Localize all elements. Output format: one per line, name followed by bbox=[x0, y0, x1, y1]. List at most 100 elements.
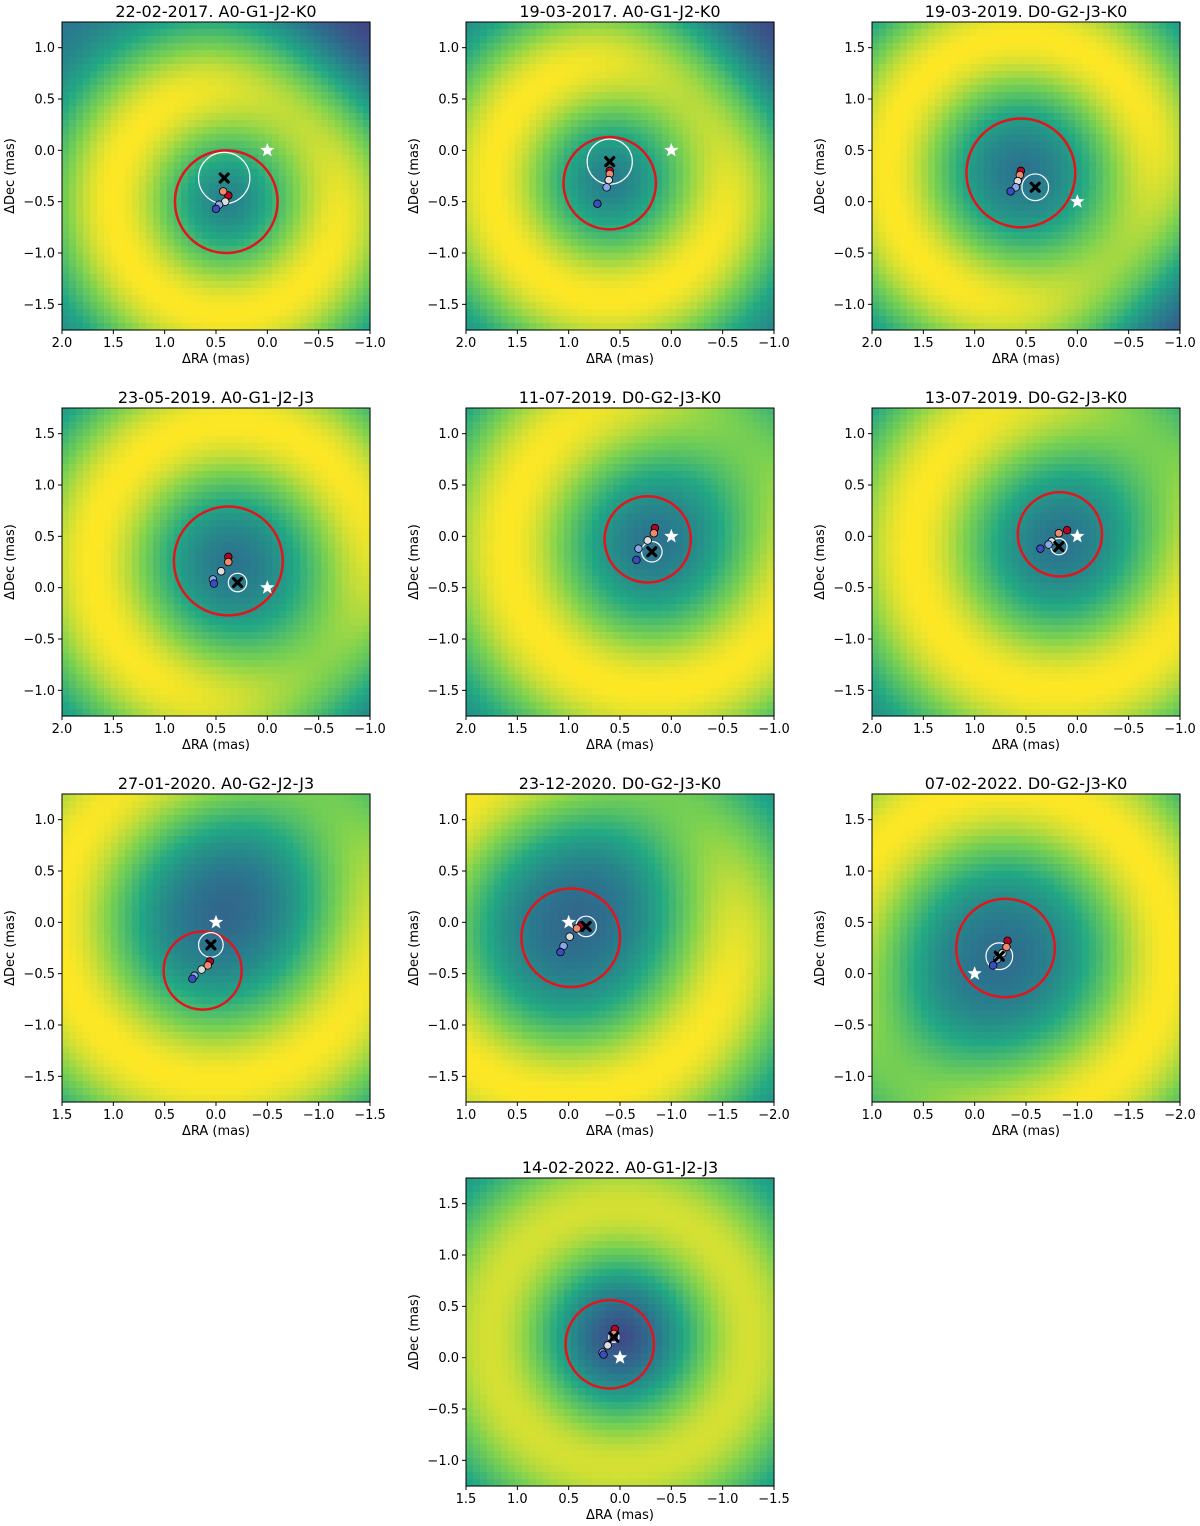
heatmap-cell bbox=[111, 274, 119, 282]
heatmap-cell bbox=[893, 148, 901, 156]
heatmap-cell bbox=[494, 169, 502, 177]
heatmap-cell bbox=[886, 162, 894, 170]
heatmap-cell bbox=[153, 232, 161, 240]
heatmap-cell bbox=[328, 22, 336, 30]
heatmap-cell bbox=[592, 267, 600, 275]
heatmap-cell bbox=[718, 22, 726, 30]
heatmap-cell bbox=[977, 50, 985, 58]
heatmap-cell bbox=[251, 78, 259, 86]
heatmap-cell bbox=[146, 29, 154, 37]
heatmap-cell bbox=[265, 106, 273, 114]
heatmap-cell bbox=[90, 141, 98, 149]
heatmap-cell bbox=[244, 302, 252, 310]
heatmap-cell bbox=[62, 211, 70, 219]
heatmap-cell bbox=[564, 267, 572, 275]
heatmap-cell bbox=[998, 162, 1006, 170]
heatmap-cell bbox=[258, 260, 266, 268]
heatmap-cell bbox=[879, 162, 887, 170]
heatmap-cell bbox=[167, 78, 175, 86]
heatmap-cell bbox=[767, 232, 775, 240]
heatmap-cell bbox=[613, 50, 621, 58]
heatmap-cell bbox=[914, 120, 922, 128]
heatmap-cell bbox=[111, 218, 119, 226]
heatmap-cell bbox=[111, 302, 119, 310]
heatmap-cell bbox=[718, 218, 726, 226]
heatmap-cell bbox=[244, 197, 252, 205]
heatmap-cell bbox=[300, 36, 308, 44]
heatmap-cell bbox=[473, 211, 481, 219]
heatmap-cell bbox=[977, 64, 985, 72]
heatmap-cell bbox=[984, 288, 992, 296]
heatmap-cell bbox=[83, 162, 91, 170]
heatmap-cell bbox=[237, 106, 245, 114]
heatmap-cell bbox=[314, 260, 322, 268]
heatmap-cell bbox=[174, 64, 182, 72]
heatmap-cell bbox=[118, 190, 126, 198]
heatmap-cell bbox=[83, 148, 91, 156]
heatmap-cell bbox=[181, 211, 189, 219]
heatmap-cell bbox=[501, 43, 509, 51]
heatmap-cell bbox=[599, 267, 607, 275]
heatmap-cell bbox=[223, 218, 231, 226]
heatmap-cell bbox=[998, 64, 1006, 72]
heatmap-cell bbox=[669, 239, 677, 247]
heatmap-cell bbox=[83, 57, 91, 65]
heatmap-cell bbox=[648, 71, 656, 79]
heatmap-cell bbox=[914, 218, 922, 226]
heatmap-cell bbox=[928, 43, 936, 51]
heatmap-cell bbox=[125, 113, 133, 121]
heatmap-cell bbox=[606, 190, 614, 198]
heatmap-cell bbox=[886, 99, 894, 107]
heatmap-cell bbox=[473, 43, 481, 51]
heatmap-cell bbox=[725, 232, 733, 240]
heatmap-cell bbox=[641, 232, 649, 240]
heatmap-cell bbox=[557, 260, 565, 268]
heatmap-cell bbox=[942, 22, 950, 30]
heatmap-cell bbox=[977, 253, 985, 261]
heatmap-cell bbox=[697, 218, 705, 226]
heatmap-cell bbox=[1019, 274, 1027, 282]
heatmap-cell bbox=[473, 141, 481, 149]
heatmap-cell bbox=[879, 281, 887, 289]
heatmap-cell bbox=[153, 246, 161, 254]
heatmap-cell bbox=[76, 36, 84, 44]
heatmap-cell bbox=[767, 316, 775, 324]
heatmap-cell bbox=[746, 316, 754, 324]
heatmap-cell bbox=[739, 274, 747, 282]
heatmap-cell bbox=[543, 232, 551, 240]
heatmap-cell bbox=[704, 36, 712, 44]
heatmap-cell bbox=[307, 323, 315, 331]
heatmap-cell bbox=[139, 71, 147, 79]
heatmap-cell bbox=[1005, 246, 1013, 254]
heatmap-cell bbox=[977, 155, 985, 163]
heatmap-cell bbox=[195, 323, 203, 331]
heatmap-cell bbox=[697, 253, 705, 261]
heatmap-cell bbox=[125, 190, 133, 198]
heatmap-cell bbox=[879, 57, 887, 65]
heatmap-cell bbox=[984, 246, 992, 254]
heatmap-cell bbox=[466, 211, 474, 219]
heatmap-cell bbox=[508, 29, 516, 37]
heatmap-cell bbox=[230, 197, 238, 205]
heatmap-cell bbox=[181, 267, 189, 275]
heatmap-cell bbox=[209, 288, 217, 296]
heatmap-cell bbox=[578, 239, 586, 247]
heatmap-cell bbox=[872, 183, 880, 191]
heatmap-cell bbox=[935, 106, 943, 114]
heatmap-cell bbox=[550, 218, 558, 226]
heatmap-cell bbox=[1005, 162, 1013, 170]
heatmap-cell bbox=[522, 134, 530, 142]
heatmap-cell bbox=[188, 295, 196, 303]
heatmap-cell bbox=[237, 141, 245, 149]
heatmap-cell bbox=[739, 218, 747, 226]
heatmap-cell bbox=[279, 204, 287, 212]
heatmap-cell bbox=[265, 78, 273, 86]
heatmap-cell bbox=[718, 148, 726, 156]
heatmap-cell bbox=[718, 323, 726, 331]
heatmap-cell bbox=[641, 239, 649, 247]
heatmap-cell bbox=[935, 155, 943, 163]
heatmap-cell bbox=[914, 295, 922, 303]
heatmap-cell bbox=[118, 99, 126, 107]
heatmap-cell bbox=[1026, 85, 1034, 93]
heatmap-cell bbox=[314, 127, 322, 135]
